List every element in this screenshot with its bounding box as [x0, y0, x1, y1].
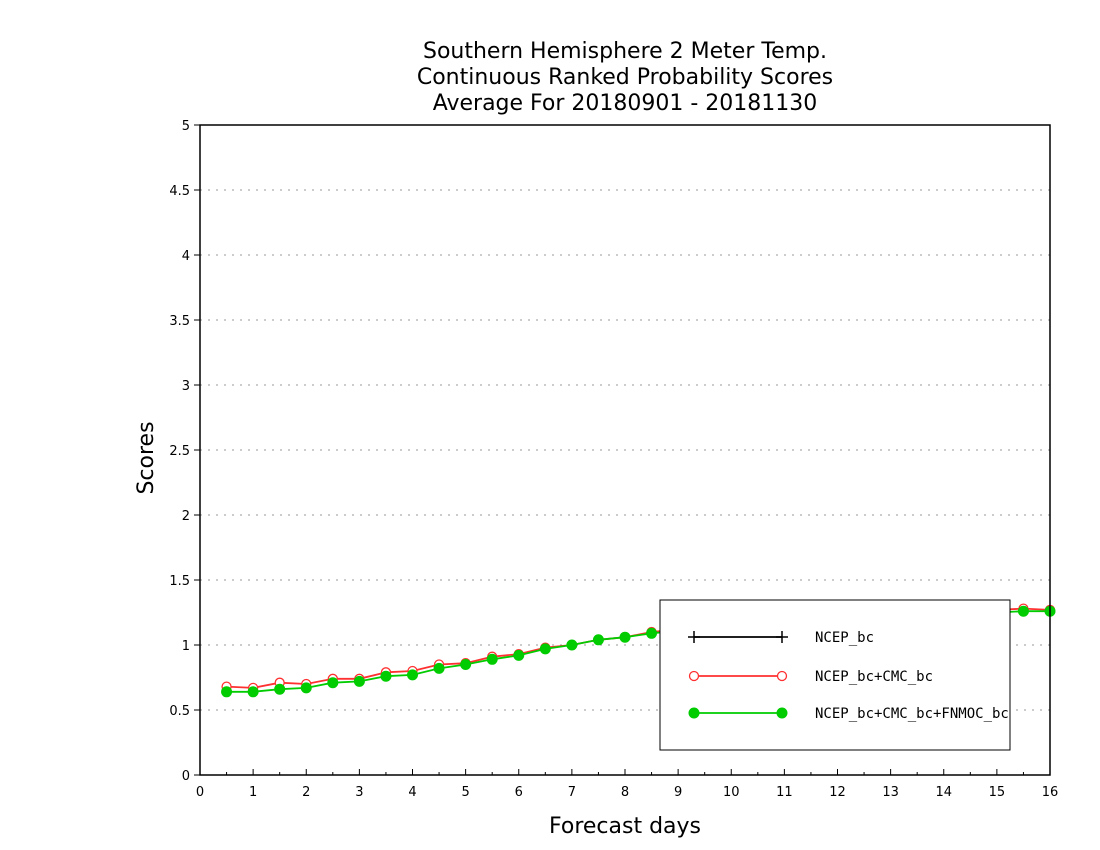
x-tick-label: 0 — [196, 785, 204, 800]
y-tick-label: 5 — [182, 119, 190, 134]
data-point — [539, 643, 551, 655]
x-tick-label: 15 — [989, 785, 1006, 800]
legend-item: NCEP_bc+CMC_bc — [688, 669, 933, 685]
legend-label: NCEP_bc — [815, 630, 874, 646]
data-point — [688, 707, 700, 719]
x-tick-label: 3 — [355, 785, 363, 800]
legend: NCEP_bc NCEP_bc+CMC_bc NCEP_bc+CMC_bc+FNMO… — [659, 599, 1011, 751]
data-point — [486, 653, 498, 665]
y-tick-label: 0 — [182, 769, 190, 784]
data-point — [327, 677, 339, 689]
data-point — [688, 631, 700, 643]
data-point — [688, 670, 700, 682]
data-point — [776, 707, 788, 719]
title-line-2: Continuous Ranked Probability Scores — [417, 65, 833, 90]
y-tick-label: 4.5 — [169, 184, 190, 199]
legend-label: NCEP_bc+CMC_bc — [815, 669, 933, 685]
x-tick-label: 14 — [935, 785, 952, 800]
data-point — [221, 686, 233, 698]
y-tick-label: 1 — [182, 639, 190, 654]
legend-label: NCEP_bc+CMC_bc+FNMOC_bc — [815, 706, 1009, 722]
x-tick-label: 1 — [249, 785, 257, 800]
title-line-1: Southern Hemisphere 2 Meter Temp. — [423, 39, 827, 64]
x-tick-label: 12 — [829, 785, 846, 800]
data-point — [247, 686, 259, 698]
legend-item: NCEP_bc+CMC_bc+FNMOC_bc — [688, 706, 1009, 722]
x-tick-label: 11 — [776, 785, 793, 800]
x-tick-label: 4 — [408, 785, 416, 800]
x-tick-label: 16 — [1042, 785, 1059, 800]
x-tick-label: 6 — [515, 785, 523, 800]
y-tick-label: 4 — [182, 249, 190, 264]
y-tick-label: 3 — [182, 379, 190, 394]
data-point — [592, 634, 604, 646]
x-axis-title: Forecast days — [549, 814, 701, 839]
data-point — [353, 675, 365, 687]
title-line-3: Average For 20180901 - 20181130 — [433, 91, 818, 116]
legend-item: NCEP_bc — [688, 630, 874, 646]
x-tick-label: 8 — [621, 785, 629, 800]
data-point — [460, 659, 472, 670]
data-point — [566, 639, 578, 651]
x-tick-label: 13 — [882, 785, 899, 800]
x-tick-label: 10 — [723, 785, 740, 800]
data-point — [380, 670, 392, 682]
x-tick-label: 7 — [568, 785, 576, 800]
data-point — [646, 627, 658, 639]
y-tick-label: 3.5 — [169, 314, 190, 329]
x-tick-label: 2 — [302, 785, 310, 800]
data-point — [433, 662, 445, 674]
y-tick-label: 0.5 — [169, 704, 190, 719]
y-axis-title: Scores — [134, 421, 159, 494]
data-point — [513, 649, 525, 661]
y-axis: 0 0.5 1 1.5 2 2.5 3 3.5 4 4.5 5 — [169, 119, 200, 784]
x-axis: 0 1 2 3 4 5 6 7 8 9 10 11 12 13 14 15 16 — [196, 769, 1058, 800]
y-tick-label: 1.5 — [169, 574, 190, 589]
data-point — [776, 631, 788, 643]
data-point — [300, 682, 312, 694]
chart-title: Southern Hemisphere 2 Meter Temp. Contin… — [417, 39, 833, 116]
gridlines — [200, 189, 1050, 711]
y-tick-label: 2 — [182, 509, 190, 524]
data-point — [1017, 605, 1029, 617]
data-point — [407, 669, 418, 681]
y-tick-label: 2.5 — [169, 444, 190, 459]
data-point — [274, 683, 286, 695]
x-tick-label: 5 — [461, 785, 469, 800]
legend-box — [659, 599, 1011, 751]
data-point — [619, 631, 631, 643]
x-tick-label: 9 — [674, 785, 682, 800]
data-point — [776, 670, 788, 682]
